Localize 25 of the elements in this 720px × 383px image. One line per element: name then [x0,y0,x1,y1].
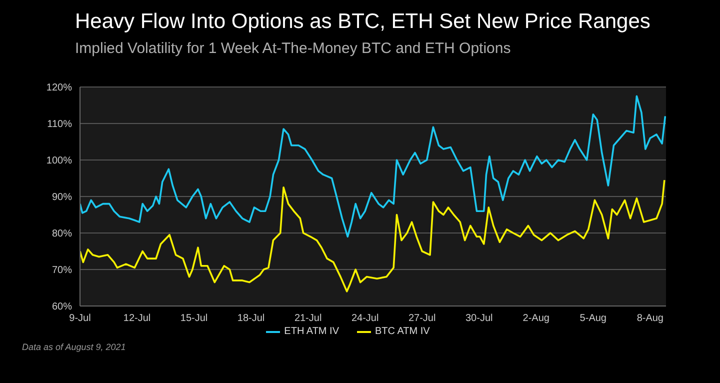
x-tick-label: 2-Aug [522,313,550,324]
x-tick-label: 8-Aug [636,313,664,324]
x-tick-label: 15-Jul [180,313,208,324]
x-tick-label: 30-Jul [465,313,493,324]
line-series [80,179,666,292]
x-tick-label: 5-Aug [580,313,606,324]
y-tick-label: 70% [52,265,72,276]
x-tick-label: 12-Jul [123,313,151,324]
legend-label: BTC ATM IV [375,326,430,337]
x-tick-label: 27-Jul [408,313,436,324]
line-series [80,95,666,238]
x-tick-label: 24-Jul [351,313,379,324]
legend-label: ETH ATM IV [284,326,339,337]
y-tick-label: 110% [47,119,72,130]
x-tick-label: 21-Jul [294,313,322,324]
y-tick-label: 90% [52,192,72,204]
x-tick-label: 18-Jul [237,313,265,324]
chart-subtitle: Implied Volatility for 1 Week At-The-Money BTC and ETH Options [75,40,511,57]
y-tick-label: 100% [46,156,72,167]
y-tick-label: 60% [52,302,72,313]
text: Data as of August 9, 2021 [22,342,126,352]
x-tick-label: 9-Jul [69,313,91,324]
chart-title: Heavy Flow Into Options as BTC, ETH Set New Price Ranges [75,10,650,34]
y-tick-label: 120% [46,82,72,94]
y-tick-label: 80% [52,228,72,240]
